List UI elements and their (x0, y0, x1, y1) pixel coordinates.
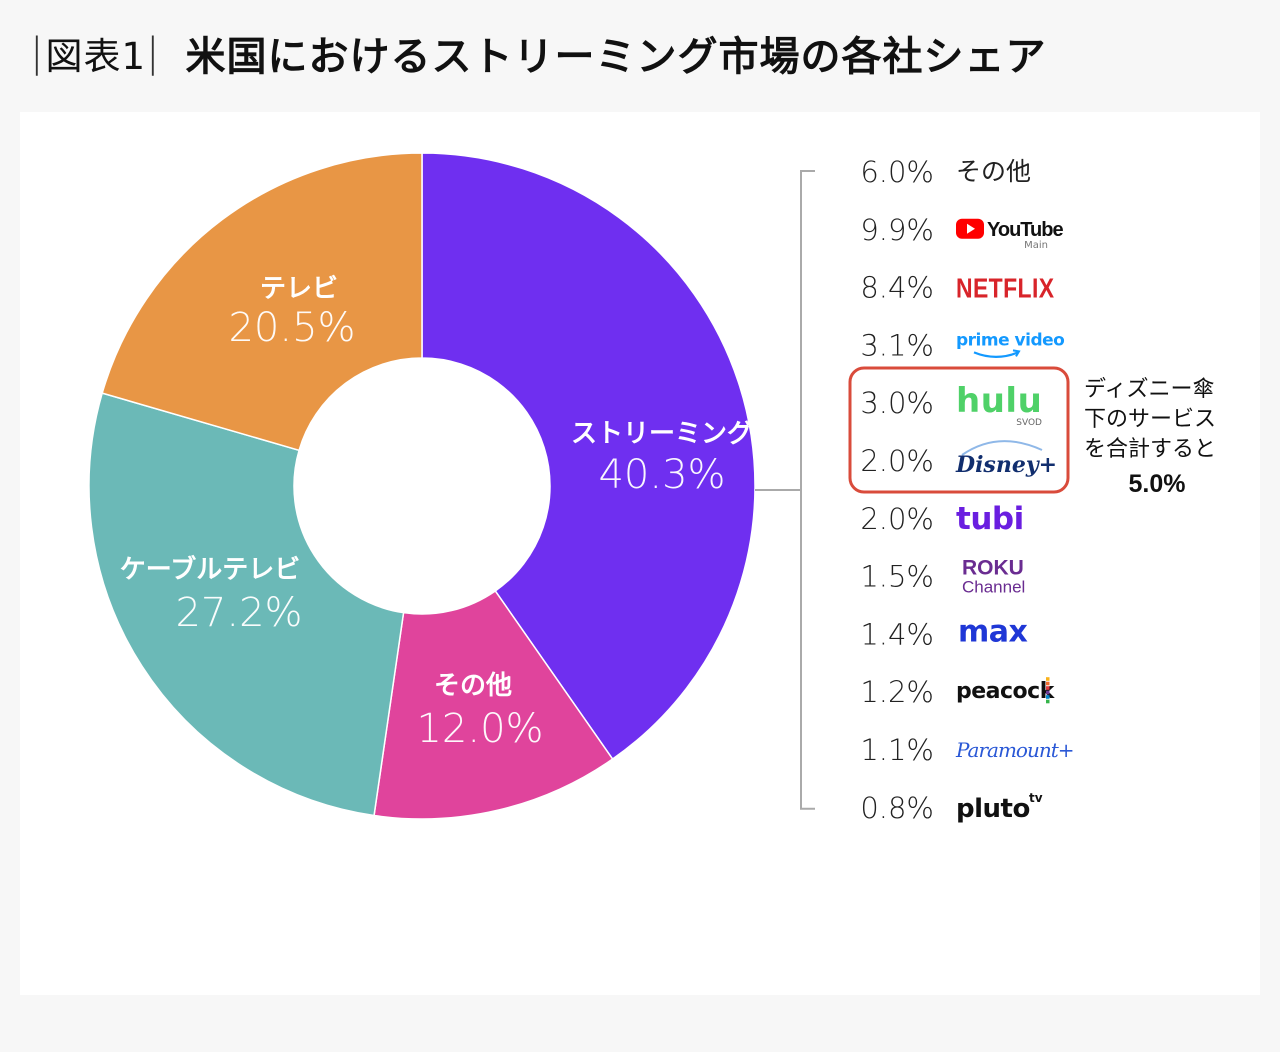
row-name: hulu (956, 381, 1042, 421)
row-name: その他 (956, 157, 1031, 186)
pluto-tv-logo-icon: pluto tv (956, 791, 1043, 824)
pie-slice-1 (421, 152, 756, 761)
highlight-total: 5.0% (1129, 470, 1186, 498)
row-sub: Main (1024, 240, 1048, 251)
legend-row-10: 1.2% peacock (860, 675, 1056, 709)
row-sub: Channel (962, 578, 1025, 597)
row-value: 3.1% (860, 328, 934, 362)
peacock-dot (1046, 686, 1050, 690)
legend-row-12: 0.8% pluto tv (860, 791, 1042, 825)
row-value: 0.8% (860, 791, 934, 825)
title-bar-left: | (30, 30, 44, 76)
row-value: 2.0% (860, 502, 934, 536)
row-name: pluto (956, 794, 1030, 824)
row-name: ROKU (962, 557, 1024, 580)
legend-row-3: 8.4% NETFLIX (860, 271, 1054, 305)
peacock-logo-icon: peacock (956, 677, 1056, 704)
peacock-dot (1046, 677, 1050, 681)
pie-slice-2 (373, 589, 614, 820)
slice-label-4: テレビ (260, 274, 338, 304)
row-name: max (958, 614, 1028, 649)
row-value: 3.0% (860, 386, 934, 420)
chart-panel: ストリーミング 40.3% その他 12.0% ケーブルテレビ 27.2% テレビ 20.5%… (20, 112, 1260, 995)
row-value: 9.9% (860, 213, 934, 247)
slice-label-1: ストリーミング (571, 419, 753, 449)
slice-label-3: ケーブルテレビ (120, 554, 300, 585)
slice-value-3: 27.2% (175, 590, 302, 636)
pie-slice-4 (101, 152, 423, 452)
disney-arc (961, 440, 1043, 456)
row-sub: SVOD (1016, 418, 1042, 428)
row-name: NETFLIX (956, 274, 1054, 305)
row-value: 2.0% (860, 444, 934, 478)
netflix-logo-icon: NETFLIX (956, 274, 1054, 305)
row-value: 1.1% (860, 733, 934, 767)
legend-row-1: 6.0% その他 (860, 155, 1031, 189)
highlight-box (848, 366, 1070, 494)
row-name: Disney+ (955, 452, 1057, 478)
row-sub: tv (1029, 791, 1043, 805)
paramount-plus-logo-icon: Paramount+ (955, 738, 1075, 762)
legend-row-4: 3.1% prime video (860, 328, 1065, 362)
figure-title: | 図表1 | 米国におけるストリーミング市場の各社シェア (30, 22, 1260, 84)
row-value: 1.5% (860, 560, 934, 594)
title-bar-right: | (146, 30, 160, 76)
tubi-logo-icon: tubi (956, 501, 1024, 537)
row-value: 6.0% (860, 155, 934, 189)
prime-video-logo-icon: prime video (956, 330, 1065, 358)
row-value: 1.2% (860, 675, 934, 709)
row-value: 8.4% (860, 271, 934, 305)
row-name: tubi (956, 501, 1024, 537)
row-name: peacock (956, 679, 1056, 704)
row-name: Paramount+ (955, 738, 1074, 762)
legend-row-7: 2.0% tubi (860, 501, 1024, 537)
row-name: YouTube (987, 219, 1063, 241)
slice-value-2: 12.0% (416, 706, 543, 752)
highlight-note-line-2: 下のサービス (1084, 407, 1216, 432)
slice-label-2: その他 (434, 671, 512, 701)
slice-value-4: 20.5% (228, 305, 355, 351)
peacock-dot (1046, 699, 1050, 704)
figure-label: 図表1 (45, 35, 147, 78)
chart-title: 米国におけるストリーミング市場の各社シェア (185, 34, 1047, 80)
slice-value-1: 40.3% (598, 452, 725, 498)
peacock-dot (1046, 695, 1050, 699)
prime-arrow (1012, 349, 1021, 357)
legend-row-9: 1.4% max (860, 614, 1028, 651)
legend-bracket (800, 170, 815, 810)
prime-smile (973, 351, 1019, 358)
highlight-note-line-3: を合計すると (1084, 437, 1216, 462)
legend-row-11: 1.1% Paramount+ (860, 733, 1075, 767)
pie-slice-3 (88, 392, 405, 817)
legend-row-6: 2.0% Disney+ (860, 440, 1057, 478)
row-name: prime video (956, 330, 1064, 350)
disney-plus-logo-icon: Disney+ (955, 440, 1057, 478)
highlight-note-line-1: ディズニー傘 (1084, 377, 1214, 402)
max-logo-icon: max (958, 614, 1028, 649)
peacock-dot (1046, 681, 1050, 686)
row-value: 1.4% (860, 617, 934, 651)
youtube-play-triangle (967, 223, 975, 234)
peacock-dot (1046, 690, 1050, 695)
